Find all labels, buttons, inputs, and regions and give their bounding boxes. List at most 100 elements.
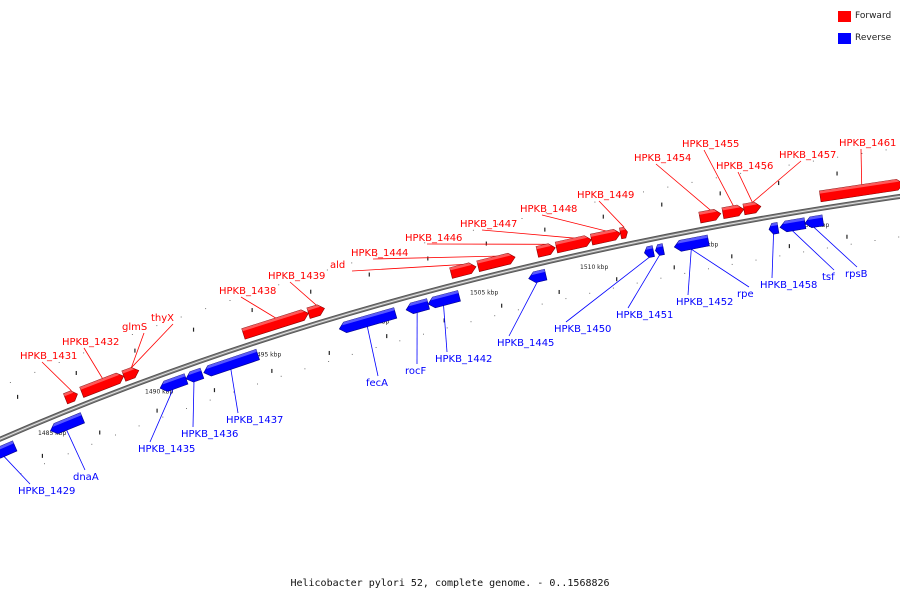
gene-body [159,373,189,392]
gene-label-hpkb-1447: HPKB_1447 [460,219,517,230]
gene-shine [646,245,653,250]
strand-legend: Forward Reverse [838,8,891,52]
gene-shine [536,243,552,250]
gene-hpkb-1432[interactable] [79,371,126,398]
gene-label-hpkb-1436: HPKB_1436 [181,429,238,440]
gene-shine [306,304,321,311]
gene-label-hpkb-1449: HPKB_1449 [577,190,634,201]
gene-body [644,245,655,258]
minor-tick-dot [399,248,401,250]
gene-body [535,243,556,258]
gene-shine [449,262,472,271]
minor-tick-dot [691,181,693,183]
gene-shine [783,217,805,225]
gene-shine [476,253,511,264]
genome-caption: Helicobacter pylori 52, complete genome.… [290,578,610,589]
leader-rpe [691,248,750,288]
gene-hpkb-1446[interactable] [535,242,556,258]
minor-tick-dot [280,375,282,377]
gene-hpkb-1461[interactable] [819,178,900,203]
gene-dnaa[interactable] [48,412,85,436]
minor-tick-dot [58,362,60,363]
gene-body [241,309,309,340]
gene-label-ald: ald [330,260,345,271]
minor-tick-dot [497,223,499,225]
gene-label-hpkb-1450: HPKB_1450 [554,324,611,335]
gene-feca[interactable] [338,307,398,335]
gene-body [721,204,745,219]
gene-hpkb-1429[interactable] [0,440,18,461]
gene-body [449,262,477,279]
minor-tick-dot [803,251,805,253]
gene-body [63,390,78,405]
gene-hpkb-1455[interactable] [721,204,745,219]
gene-rocf[interactable] [405,298,430,316]
gene-hpkb-1450[interactable] [643,245,655,259]
gene-hpkb-1458[interactable] [768,222,780,235]
minor-tick-dot [448,235,450,237]
minor-tick-dot [44,463,45,465]
minor-tick-dot [67,453,69,455]
minor-tick-dot [874,240,876,241]
gene-body [405,298,430,314]
gene-hpkb-1438[interactable] [241,308,310,340]
gene-features[interactable] [0,178,900,460]
minor-tick-dot [755,259,757,261]
gene-body [779,217,807,233]
gene-shine [770,222,778,227]
gene-shine [162,373,186,385]
gene-glms[interactable] [121,365,141,382]
leader-hpkb-1438 [240,296,277,319]
minor-tick-dot [660,277,662,279]
leader-hpkb-1432 [83,347,104,379]
gene-hpkb-1436[interactable] [184,367,205,384]
gene-hpkb-1444[interactable] [476,252,517,272]
gene-shine [341,307,395,326]
leader-dnaa [66,429,86,471]
gene-label-hpkb-1438: HPKB_1438 [219,286,276,297]
scale-tick-label: 1485 kbp [38,430,66,437]
scale-tick-label: 1495 kbp [253,352,281,359]
gene-hpkb-1454[interactable] [698,208,722,224]
gene-body [0,440,18,459]
gene-label-hpkb-1442: HPKB_1442 [435,354,492,365]
scale-tick-label: 1490 kbp [145,389,173,396]
gene-label-hpkb-1452: HPKB_1452 [676,297,733,308]
minor-tick-dot [107,343,109,345]
minor-tick-dot [138,425,140,427]
gene-hpkb-1456[interactable] [742,201,762,216]
gene-hpkb-1439[interactable] [306,303,326,319]
gene-label-feca: fecA [366,378,388,389]
minor-tick-dot [667,186,669,188]
minor-tick-dot [304,368,306,370]
gene-tsf[interactable] [779,217,807,233]
gene-label-hpkb-1448: HPKB_1448 [520,204,577,215]
leader-ald [351,264,464,272]
gene-shine [656,243,663,248]
gene-hpkb-1435[interactable] [158,373,189,394]
gene-body [768,222,780,235]
gene-label-rpsb: rpsB [845,269,868,280]
gene-label-rocf: rocF [405,366,427,377]
gene-hpkb-1447[interactable] [554,234,592,254]
gene-hpkb-1452[interactable] [673,234,710,252]
minor-tick-dot [91,443,93,445]
minor-tick-dot [850,243,852,245]
gene-hpkb-1431[interactable] [63,389,79,405]
gene-hpkb-1445[interactable] [527,268,548,284]
gene-hpkb-1437[interactable] [202,348,260,378]
gene-ald[interactable] [449,261,478,279]
gene-hpkb-1451[interactable] [654,243,665,256]
leader-hpkb-1449 [598,200,625,228]
gene-rpsb[interactable] [804,214,825,229]
scale-tick-label: 1510 kbp [580,264,608,271]
minor-tick-dot [423,333,424,335]
leader-hpkb-1455 [703,149,734,207]
gene-body [742,201,762,216]
gene-hpkb-1449[interactable] [619,226,628,240]
gene-hpkb-1448[interactable] [589,228,621,246]
leader-hpkb-1452 [687,249,692,296]
legend-label-forward: Forward [855,11,892,21]
gene-hpkb-1442[interactable] [427,290,461,310]
